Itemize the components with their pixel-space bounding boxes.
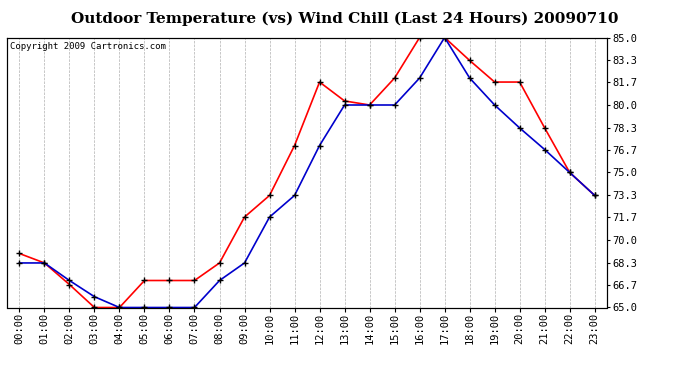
Text: Outdoor Temperature (vs) Wind Chill (Last 24 Hours) 20090710: Outdoor Temperature (vs) Wind Chill (Las… xyxy=(71,11,619,26)
Text: Copyright 2009 Cartronics.com: Copyright 2009 Cartronics.com xyxy=(10,42,166,51)
